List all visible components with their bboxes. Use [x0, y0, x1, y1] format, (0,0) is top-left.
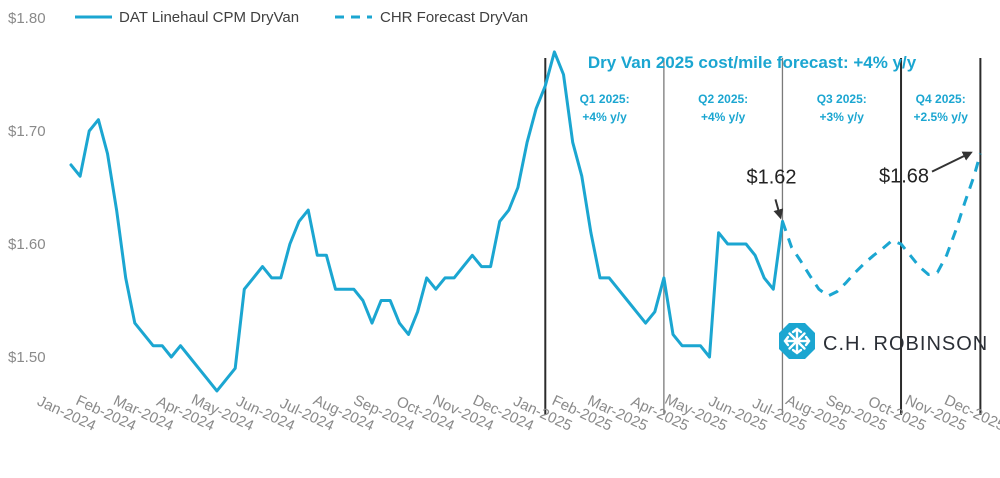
quarter-name: Q2 2025:: [698, 92, 748, 106]
y-tick-label: $1.80: [8, 10, 46, 27]
y-axis-ticks: $1.50 $1.60 $1.70 $1.80: [8, 10, 46, 366]
callout-value: $1.62: [746, 166, 796, 188]
quarter-name: Q1 2025:: [580, 92, 630, 106]
brand-logo: C.H. ROBINSON: [779, 323, 988, 359]
legend-label-actual: DAT Linehaul CPM DryVan: [119, 9, 299, 26]
y-tick-label: $1.70: [8, 123, 46, 140]
quarter-name: Q4 2025:: [916, 92, 966, 106]
quarter-change: +4% y/y: [582, 110, 627, 124]
forecast-series-line: [781, 153, 982, 298]
callout-arrow: [931, 151, 973, 173]
value-callouts: $1.62 $1.68: [746, 151, 973, 220]
brand-name: C.H. ROBINSON: [823, 333, 988, 355]
forecast-title: Dry Van 2025 cost/mile forecast: +4% y/y: [588, 53, 917, 72]
y-tick-label: $1.60: [8, 236, 46, 253]
chr-logo-icon: [779, 323, 815, 359]
legend: DAT Linehaul CPM DryVan CHR Forecast Dry…: [75, 9, 528, 26]
actual-series-line: [69, 50, 784, 393]
callout-value: $1.68: [879, 166, 929, 188]
quarter-name: Q3 2025:: [817, 92, 867, 106]
x-axis-ticks: Jan-2024Feb-2024Mar-2024Apr-2024May-2024…: [35, 391, 1000, 435]
quarter-labels: Q1 2025: +4% y/y Q2 2025: +4% y/y Q3 2025: +3…: [580, 92, 969, 124]
quarter-change: +3% y/y: [820, 110, 865, 124]
y-tick-label: $1.50: [8, 349, 46, 366]
callout-arrow: [773, 199, 784, 220]
legend-label-forecast: CHR Forecast DryVan: [380, 9, 528, 26]
period-dividers: [544, 58, 982, 415]
quarter-change: +2.5% y/y: [914, 110, 969, 124]
quarter-change: +4% y/y: [701, 110, 746, 124]
series-lines: [69, 50, 982, 393]
